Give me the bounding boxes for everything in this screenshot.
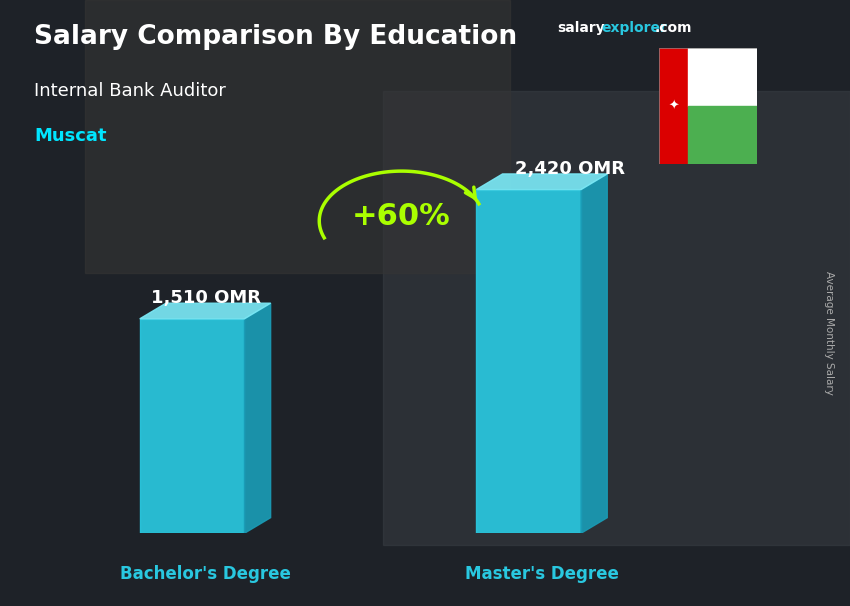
Text: Average Monthly Salary: Average Monthly Salary <box>824 271 834 395</box>
Text: salary: salary <box>557 21 604 35</box>
Polygon shape <box>139 303 270 319</box>
Bar <box>688 48 756 106</box>
Text: 1,510 OMR: 1,510 OMR <box>151 290 261 307</box>
Bar <box>688 106 756 164</box>
Polygon shape <box>476 174 607 190</box>
Text: ✦: ✦ <box>668 99 678 113</box>
Text: Master's Degree: Master's Degree <box>465 565 619 582</box>
Text: Salary Comparison By Education: Salary Comparison By Education <box>34 24 517 50</box>
Bar <box>85 0 510 273</box>
Text: Muscat: Muscat <box>34 127 106 145</box>
Text: .com: .com <box>654 21 692 35</box>
Text: Internal Bank Auditor: Internal Bank Auditor <box>34 82 226 100</box>
Text: explorer: explorer <box>601 21 666 35</box>
Polygon shape <box>245 303 270 533</box>
Text: 2,420 OMR: 2,420 OMR <box>515 160 625 178</box>
Polygon shape <box>139 319 245 533</box>
Text: +60%: +60% <box>352 202 450 231</box>
Polygon shape <box>476 190 581 533</box>
Polygon shape <box>581 174 607 533</box>
Text: Bachelor's Degree: Bachelor's Degree <box>120 565 291 582</box>
Bar <box>382 91 850 545</box>
